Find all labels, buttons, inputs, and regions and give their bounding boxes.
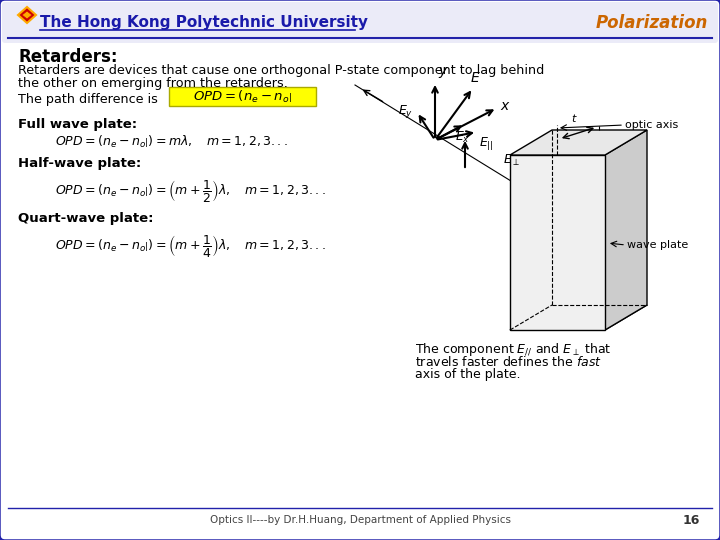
Text: $t$: $t$	[571, 112, 577, 124]
Text: axis of the plate.: axis of the plate.	[415, 368, 521, 381]
Text: the other on emerging from the retarders.: the other on emerging from the retarders…	[18, 77, 288, 90]
Text: The component $E_{//}$ and $E_{\perp}$ that: The component $E_{//}$ and $E_{\perp}$ t…	[415, 342, 611, 359]
Text: Quart-wave plate:: Quart-wave plate:	[18, 212, 153, 225]
Text: The Hong Kong Polytechnic University: The Hong Kong Polytechnic University	[40, 16, 368, 30]
Text: Half-wave plate:: Half-wave plate:	[18, 157, 141, 170]
Text: travels faster defines the $\mathit{fast}$: travels faster defines the $\mathit{fast…	[415, 355, 602, 369]
Text: $OPD = \left(n_e - n_o\right|) = \left(m + \dfrac{1}{2}\right)\lambda, \quad m =: $OPD = \left(n_e - n_o\right|) = \left(m…	[55, 178, 326, 204]
Text: Polarization: Polarization	[595, 14, 708, 32]
Polygon shape	[510, 155, 605, 330]
Text: $OPD = \left(n_e - n_o\right|$: $OPD = \left(n_e - n_o\right|$	[194, 89, 292, 105]
Text: $y$: $y$	[438, 65, 449, 80]
Text: Optics II----by Dr.H.Huang, Department of Applied Physics: Optics II----by Dr.H.Huang, Department o…	[210, 515, 510, 525]
Text: Retarders are devices that cause one orthogonal P-state component to lag behind: Retarders are devices that cause one ort…	[18, 64, 544, 77]
Polygon shape	[605, 130, 647, 330]
Text: wave plate: wave plate	[627, 240, 688, 250]
Text: $E$: $E$	[469, 71, 480, 85]
Text: $OPD = \left(n_e - n_o\right|) = m\lambda, \quad m = 1,2,3...$: $OPD = \left(n_e - n_o\right|) = m\lambd…	[55, 134, 288, 150]
Text: 16: 16	[683, 514, 700, 526]
Text: $x$: $x$	[500, 99, 510, 113]
Text: $OPD = \left(n_e - n_o\right|) = \left(m + \dfrac{1}{4}\right)\lambda, \quad m =: $OPD = \left(n_e - n_o\right|) = \left(m…	[55, 233, 326, 259]
Text: $E_{\perp}$: $E_{\perp}$	[503, 152, 521, 167]
Text: Retarders:: Retarders:	[18, 48, 117, 66]
Polygon shape	[18, 7, 36, 23]
Polygon shape	[510, 305, 647, 330]
Text: Full wave plate:: Full wave plate:	[18, 118, 137, 131]
Text: optic axis: optic axis	[625, 120, 678, 130]
Text: $E_{||}$: $E_{||}$	[479, 135, 494, 152]
Polygon shape	[22, 11, 32, 19]
Text: $E_x$: $E_x$	[456, 130, 471, 145]
Text: $E_y$: $E_y$	[398, 104, 413, 120]
Text: The path difference is: The path difference is	[18, 93, 158, 106]
FancyBboxPatch shape	[169, 87, 316, 106]
FancyBboxPatch shape	[2, 2, 718, 43]
Polygon shape	[510, 130, 647, 155]
